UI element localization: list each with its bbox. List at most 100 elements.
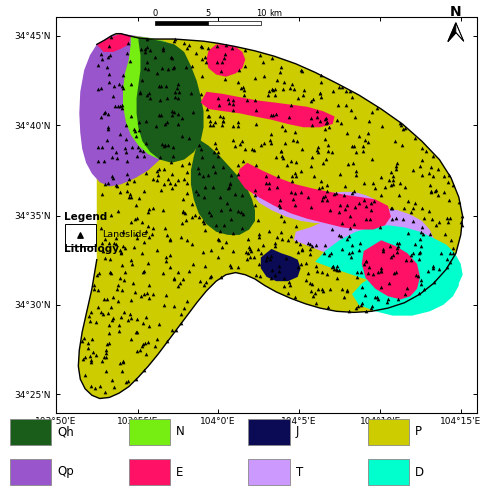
Point [103, 294, 111, 302]
Point [368, 155, 376, 163]
Point [159, 269, 167, 277]
Point [306, 240, 314, 248]
Point [123, 178, 131, 186]
Point [234, 118, 242, 126]
Point [97, 190, 105, 198]
Point [127, 314, 135, 322]
Point [229, 100, 237, 108]
Point [168, 54, 175, 62]
Point [174, 120, 182, 128]
Point [352, 148, 360, 156]
Point [342, 87, 350, 95]
Point [304, 239, 312, 247]
Point [217, 66, 225, 74]
Point [324, 140, 332, 148]
Point [368, 108, 375, 116]
Point [104, 110, 112, 118]
Point [105, 322, 112, 330]
Point [277, 203, 284, 211]
Point [401, 124, 409, 132]
Point [377, 267, 385, 275]
Point [337, 120, 344, 128]
Point [168, 184, 176, 192]
Point [243, 96, 251, 104]
Point [332, 189, 340, 197]
Polygon shape [261, 249, 300, 281]
Point [376, 223, 384, 231]
Point [123, 157, 131, 165]
Point [244, 244, 252, 252]
Point [206, 120, 213, 128]
Point [157, 186, 165, 194]
Point [239, 210, 246, 218]
Point [142, 312, 150, 320]
Point [309, 292, 317, 300]
Point [166, 264, 174, 272]
Point [395, 239, 403, 247]
Point [99, 247, 107, 255]
Point [261, 72, 268, 80]
Point [153, 246, 161, 254]
Point [142, 48, 150, 56]
Point [449, 244, 456, 252]
Point [188, 62, 196, 70]
Point [158, 140, 166, 148]
Bar [368, 459, 409, 485]
Point [155, 111, 163, 119]
Point [182, 209, 189, 217]
Point [312, 300, 320, 308]
Point [348, 189, 356, 197]
Point [435, 218, 443, 226]
Point [350, 220, 358, 228]
Point [177, 318, 185, 326]
Point [215, 236, 223, 244]
Point [238, 192, 246, 200]
Point [239, 158, 247, 166]
Point [329, 262, 337, 270]
Point [458, 221, 466, 229]
Point [427, 187, 435, 195]
Point [360, 260, 368, 268]
Point [426, 230, 433, 238]
Point [140, 152, 148, 160]
Point [316, 89, 323, 97]
Point [374, 293, 381, 301]
Point [242, 248, 250, 256]
Point [281, 126, 289, 134]
Point [343, 288, 351, 296]
Point [448, 236, 455, 244]
Point [101, 235, 109, 243]
Point [315, 148, 322, 156]
Point [138, 218, 146, 226]
Point [411, 199, 418, 207]
Point [154, 170, 162, 178]
Point [294, 94, 301, 102]
Point [234, 170, 242, 177]
Point [178, 310, 186, 318]
Point [320, 114, 328, 122]
Point [167, 158, 175, 166]
Point [398, 141, 406, 149]
Point [145, 322, 153, 330]
Point [292, 169, 300, 177]
Point [88, 336, 95, 344]
Point [324, 147, 332, 155]
Point [221, 50, 229, 58]
Point [307, 204, 315, 212]
Bar [129, 459, 170, 485]
Point [202, 58, 210, 66]
Point [160, 180, 168, 188]
Point [207, 246, 215, 254]
Point [329, 87, 337, 95]
Point [126, 310, 133, 318]
Point [144, 288, 151, 296]
Point [100, 109, 108, 117]
Point [119, 358, 127, 366]
Point [432, 186, 440, 194]
Point [415, 290, 423, 298]
Point [417, 276, 425, 284]
Point [292, 158, 300, 166]
Point [362, 258, 370, 266]
Point [264, 91, 272, 99]
Point [347, 253, 355, 261]
